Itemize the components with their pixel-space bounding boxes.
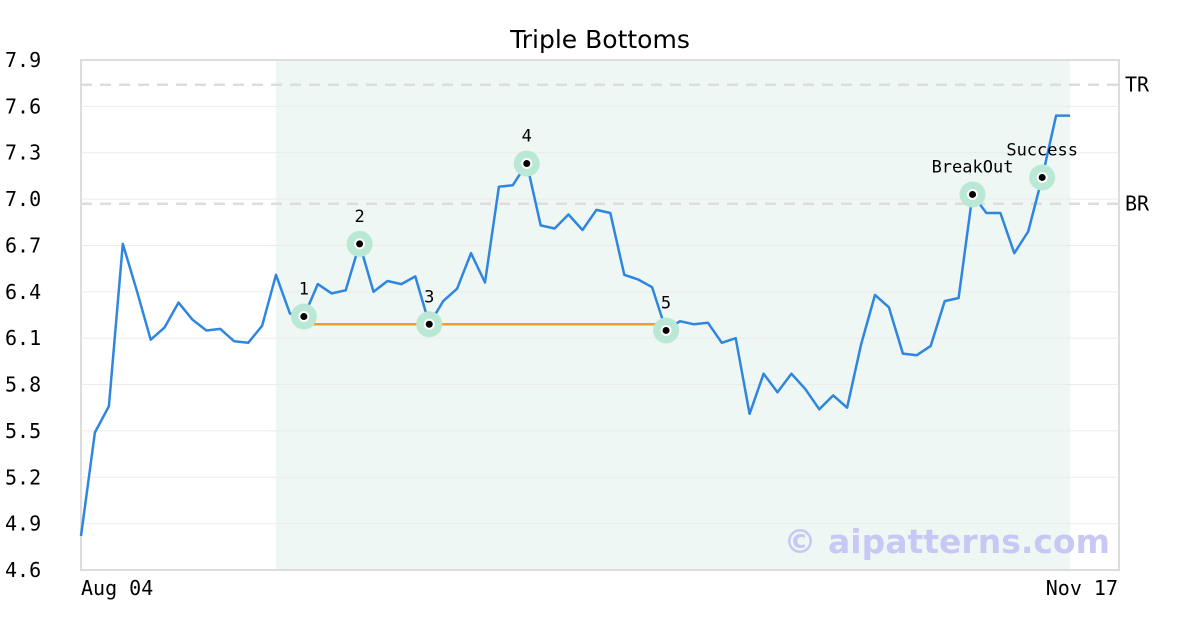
plot-frame	[80, 59, 1120, 571]
y-tick-label: 7.3	[5, 141, 41, 165]
y-tick-label: 5.8	[5, 373, 41, 397]
marker-label: Success	[1006, 140, 1078, 160]
y-tick-label: 7.6	[5, 94, 41, 118]
marker-point	[1038, 173, 1046, 181]
marker-point	[356, 240, 364, 248]
level-label-br: BR	[1125, 192, 1150, 216]
price-line	[79, 114, 1070, 537]
marker-label: 3	[424, 287, 434, 307]
chart-title: Triple Bottoms	[509, 25, 690, 54]
marker-point	[662, 326, 670, 334]
y-tick-label: 7.9	[5, 48, 41, 72]
marker-label: 4	[522, 127, 532, 147]
x-tick-label: Aug 04	[81, 576, 153, 600]
y-tick-label: 6.7	[5, 233, 41, 257]
marker-point	[425, 320, 433, 328]
level-label-tr: TR	[1125, 73, 1150, 97]
y-tick-label: 5.5	[5, 419, 41, 443]
marker-point	[300, 313, 308, 321]
y-tick-label: 4.6	[5, 558, 41, 582]
marker-point	[969, 190, 977, 198]
y-tick-label: 6.4	[5, 280, 41, 304]
x-tick-label: Nov 17	[1046, 576, 1118, 600]
pattern-region	[276, 60, 1071, 570]
marker-label: BreakOut	[932, 157, 1014, 177]
watermark: © aipatterns.com	[784, 522, 1110, 561]
y-tick-label: 4.9	[5, 512, 41, 536]
y-tick-label: 5.2	[5, 465, 41, 489]
y-tick-label: 6.1	[5, 326, 41, 350]
y-tick-label: 7.0	[5, 187, 41, 211]
marker-point	[523, 160, 531, 168]
marker-label: 5	[661, 293, 671, 313]
marker-label: 2	[354, 207, 364, 227]
marker-label: 1	[299, 280, 309, 300]
